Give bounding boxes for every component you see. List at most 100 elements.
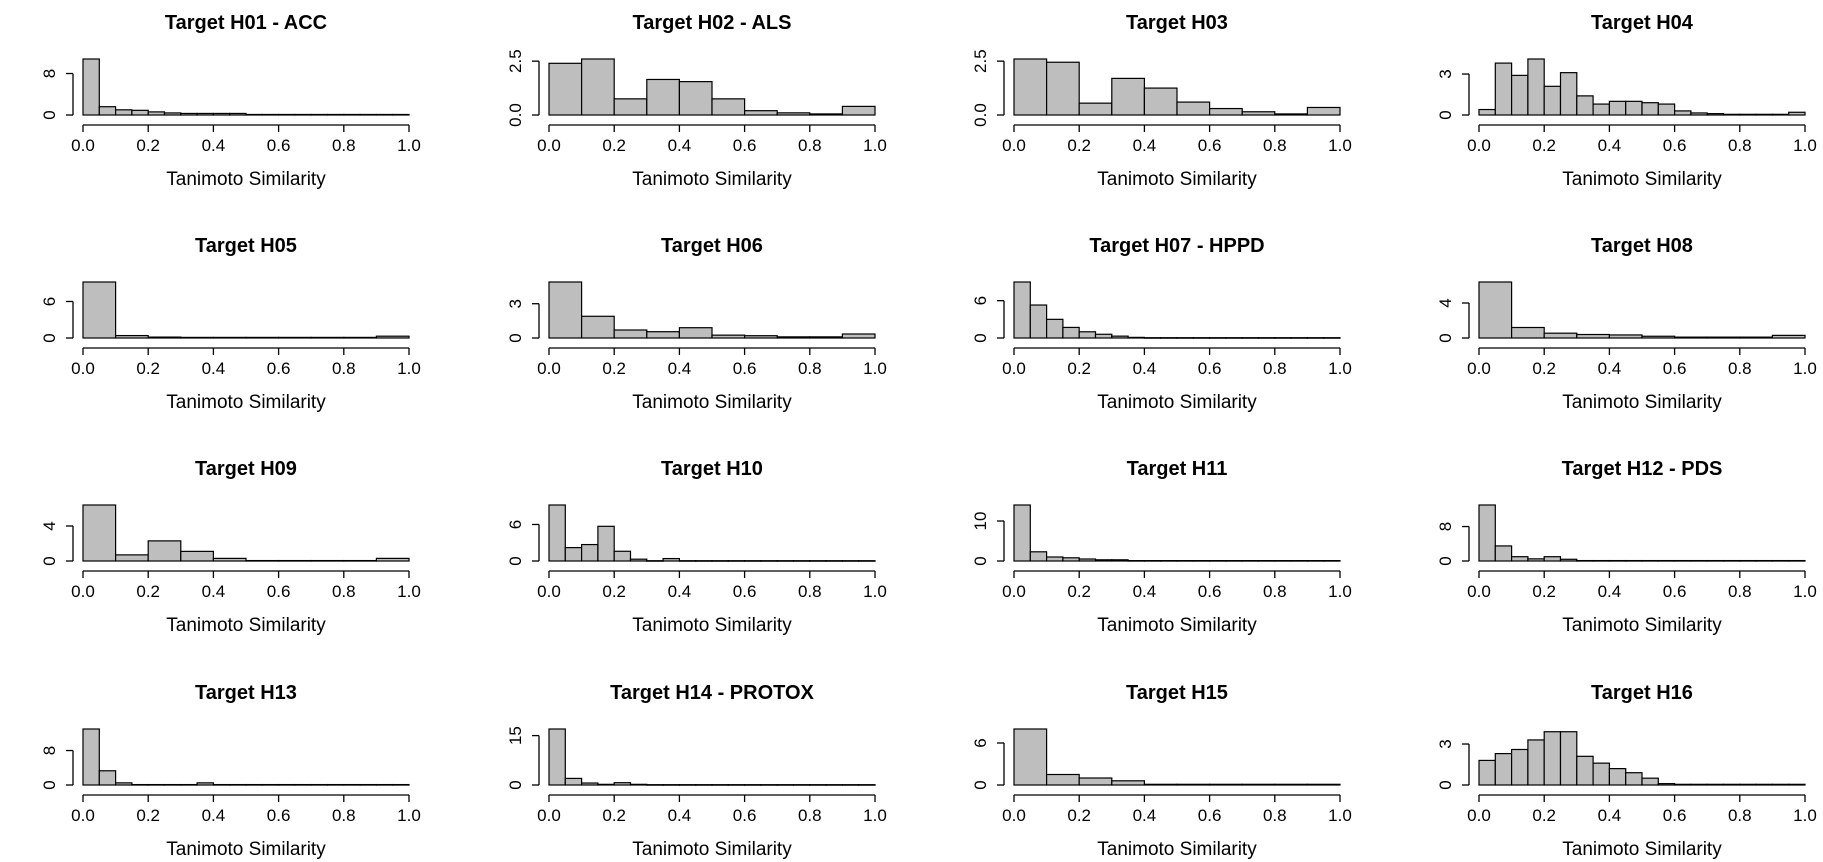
histogram-panel: Target H10 0.0 0.2 0.4 0.6 0.8 1.0 Tanimoto Sim…	[506, 458, 887, 636]
histogram-bar	[678, 327, 713, 339]
y-tick-label: 0	[1436, 556, 1455, 565]
x-tick-label: 0.0	[1467, 136, 1491, 155]
histogram-bar	[245, 113, 263, 116]
x-tick-label: 0.0	[71, 359, 95, 378]
histogram-bar	[212, 112, 231, 116]
x-tick-label: 0.6	[1663, 582, 1687, 601]
histogram-bar	[841, 333, 876, 339]
histogram-bar	[1788, 559, 1806, 562]
histogram-bar	[564, 547, 583, 562]
histogram-bar	[1274, 559, 1292, 562]
histogram-bar	[1045, 773, 1080, 786]
y-tick-label: 6	[971, 738, 990, 747]
histogram-bar	[711, 784, 729, 786]
histogram-bar	[82, 728, 100, 786]
histogram-bar	[1127, 559, 1145, 562]
histogram-bar	[1045, 318, 1064, 339]
histogram-bar	[1306, 337, 1325, 339]
histogram-bar	[310, 336, 345, 339]
histogram-bar	[114, 109, 133, 116]
x-tick-label: 0.2	[1532, 136, 1556, 155]
histogram-bar	[82, 504, 117, 562]
histogram-bar	[1755, 113, 1773, 116]
y-tick-label: 0	[971, 333, 990, 342]
histogram-bar	[776, 336, 811, 339]
x-tick-label: 0.2	[602, 359, 626, 378]
y-tick-label: 2.5	[971, 49, 990, 73]
x-axis-label: Tanimoto Similarity	[166, 169, 326, 190]
histogram-bar	[760, 560, 778, 562]
y-tick-label: 0	[40, 556, 59, 565]
x-tick-label: 0.8	[798, 359, 822, 378]
histogram-bar	[695, 784, 713, 786]
histogram-bar	[1510, 748, 1529, 786]
histogram-panel: Target H15 0.0 0.2 0.4 0.6 0.8 1.0 Tanimoto Sim…	[971, 682, 1352, 860]
x-tick-label: 0.4	[1133, 582, 1157, 601]
histogram-bar	[1241, 783, 1276, 786]
x-tick-label: 1.0	[1793, 582, 1817, 601]
histogram-bar	[1510, 326, 1545, 339]
x-tick-label: 0.4	[202, 806, 226, 825]
histogram-bar	[1625, 772, 1643, 786]
x-tick-label: 0.4	[1133, 359, 1157, 378]
x-tick-label: 0.6	[1663, 136, 1687, 155]
y-tick-label: 15	[506, 726, 525, 745]
x-tick-label: 0.4	[1598, 136, 1622, 155]
histogram-panel: Target H09 0.0 0.2 0.4 0.6 0.8 1.0 Tanimoto Sim…	[40, 458, 421, 636]
histogram-bar	[1592, 762, 1610, 786]
histogram-bar	[1208, 107, 1243, 116]
y-tick-label: 0	[971, 556, 990, 565]
histogram-bar	[1510, 556, 1529, 562]
x-tick-label: 0.4	[1133, 136, 1157, 155]
x-tick-label: 0.2	[136, 136, 160, 155]
histogram-bar	[114, 782, 133, 786]
x-axis-label: Tanimoto Similarity	[632, 839, 792, 860]
histogram-bar	[1192, 337, 1211, 339]
chart-title: Target H04	[1591, 12, 1694, 34]
x-tick-label: 0.4	[668, 136, 692, 155]
histogram-bar	[825, 784, 843, 786]
histogram-bar	[1143, 783, 1178, 786]
histogram-bar	[1755, 559, 1773, 562]
y-tick-label: 0	[506, 556, 525, 565]
y-tick-label: 0	[506, 333, 525, 342]
histogram-bar	[1739, 783, 1757, 786]
x-tick-label: 0.8	[1263, 359, 1287, 378]
histogram-bar	[1290, 337, 1308, 339]
histogram-bar	[1494, 62, 1513, 116]
histogram-bar	[580, 543, 599, 562]
histogram-bar	[278, 559, 312, 562]
x-tick-label: 0.2	[136, 582, 160, 601]
histogram-bar	[629, 783, 648, 786]
chart-title: Target H16	[1591, 682, 1693, 704]
histogram-panel: Target H14 - PROTOX 0.0 0.2 0.4 0.6 0.8 1.0 Tan…	[506, 682, 887, 860]
x-tick-label: 0.2	[1067, 582, 1091, 601]
x-tick-label: 0.0	[1002, 136, 1026, 155]
histogram-bar	[662, 784, 680, 786]
histogram-bar	[1062, 557, 1080, 562]
histogram-bar	[1641, 102, 1659, 116]
histogram-panel: Target H02 - ALS 0.0 0.2 0.4 0.6 0.8 1.0 Tanimo…	[506, 12, 887, 190]
x-tick-label: 0.0	[71, 136, 95, 155]
histogram-bar	[245, 336, 280, 339]
x-tick-label: 0.0	[1467, 582, 1491, 601]
x-axis-label: Tanimoto Similarity	[166, 392, 326, 413]
histogram-bar	[1143, 559, 1162, 562]
histogram-panel: Target H11 0.0 0.2 0.4 0.6 0.8 1.0 Tanimoto Sim…	[971, 458, 1352, 636]
y-tick-label: 6	[506, 520, 525, 529]
histogram-bar	[245, 783, 263, 786]
histogram-bar	[1241, 337, 1260, 339]
histogram-bar	[1013, 728, 1048, 786]
x-tick-label: 0.2	[1532, 582, 1556, 601]
x-tick-label: 1.0	[863, 582, 887, 601]
histogram-bar	[1192, 559, 1211, 562]
y-tick-label: 0	[40, 110, 59, 119]
histogram-bar	[1543, 332, 1578, 339]
histogram-bar	[1323, 337, 1341, 339]
histogram-bar	[1274, 337, 1292, 339]
histogram-bar	[326, 783, 345, 786]
x-tick-label: 0.0	[537, 806, 561, 825]
y-tick-label: 0.0	[971, 103, 990, 127]
histogram-bar	[1592, 103, 1610, 116]
